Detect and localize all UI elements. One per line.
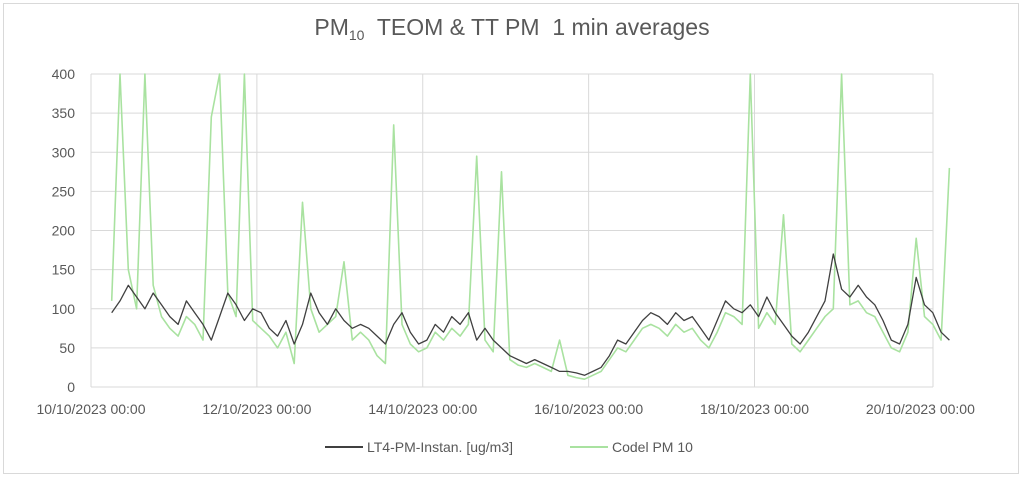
x-tick-label: 12/10/2023 00:00 xyxy=(202,401,311,417)
series-line-lt4 xyxy=(111,253,950,376)
y-tick-label: 0 xyxy=(67,379,75,395)
chart-title: PM10 TEOM & TT PM 1 min averages xyxy=(314,14,710,43)
title-subscript: 10 xyxy=(348,27,365,43)
y-tick-label: 100 xyxy=(52,301,76,317)
legend: LT4-PM-Instan. [ug/m3] Codel PM 10 xyxy=(325,439,693,455)
legend-label: LT4-PM-Instan. [ug/m3] xyxy=(367,439,513,455)
x-axis-ticks: 10/10/2023 00:00 12/10/2023 00:00 14/10/20… xyxy=(37,401,976,417)
y-tick-label: 300 xyxy=(52,144,76,160)
y-tick-label: 400 xyxy=(52,66,76,82)
grid-lines xyxy=(90,73,934,388)
y-tick-label: 350 xyxy=(52,105,76,121)
y-tick-label: 200 xyxy=(52,223,76,239)
x-tick-label: 20/10/2023 00:00 xyxy=(866,401,975,417)
x-tick-label: 18/10/2023 00:00 xyxy=(700,401,809,417)
chart-frame xyxy=(3,3,1019,474)
x-tick-label: 14/10/2023 00:00 xyxy=(368,401,477,417)
y-axis-ticks: 0 50 100 150 200 250 300 350 400 xyxy=(52,66,76,395)
series-line-codel xyxy=(110,73,951,380)
x-tick-label: 10/10/2023 00:00 xyxy=(37,401,146,417)
y-tick-label: 150 xyxy=(52,262,76,278)
y-tick-label: 50 xyxy=(59,340,75,356)
series-lines xyxy=(110,73,951,380)
y-tick-label: 250 xyxy=(52,183,76,199)
x-tick-label: 16/10/2023 00:00 xyxy=(534,401,643,417)
legend-label: Codel PM 10 xyxy=(612,439,693,455)
